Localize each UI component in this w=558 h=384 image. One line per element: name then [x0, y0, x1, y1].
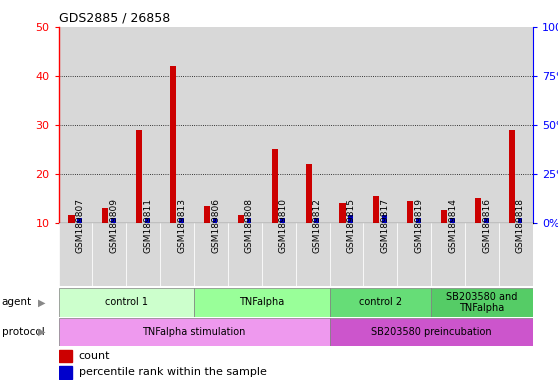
Text: GSM189819: GSM189819 [414, 199, 424, 253]
Bar [416, 218, 421, 223]
Text: TNFalpha stimulation: TNFalpha stimulation [142, 327, 246, 337]
Bar [102, 208, 108, 223]
Bar [306, 164, 312, 223]
Text: control 1: control 1 [105, 297, 148, 308]
Bar [339, 203, 345, 223]
Bar [465, 27, 499, 223]
Text: GSM189813: GSM189813 [177, 199, 186, 253]
Bar [431, 223, 465, 286]
Bar [93, 27, 126, 223]
Text: SB203580 and
TNFalpha: SB203580 and TNFalpha [446, 291, 518, 313]
Text: GSM189809: GSM189809 [109, 199, 118, 253]
Bar [484, 218, 488, 223]
Bar [330, 318, 533, 346]
Text: GSM189816: GSM189816 [482, 199, 491, 253]
Bar [77, 218, 82, 223]
Text: GSM189811: GSM189811 [143, 199, 152, 253]
Text: GSM189815: GSM189815 [347, 199, 355, 253]
Bar [93, 223, 126, 286]
Text: agent: agent [2, 297, 32, 308]
Bar [518, 218, 522, 223]
Bar [213, 218, 218, 223]
Bar [126, 27, 160, 223]
Bar [431, 288, 533, 317]
Bar [194, 223, 228, 286]
Bar [499, 223, 533, 286]
Bar [59, 223, 93, 286]
Bar [145, 218, 150, 223]
Bar [450, 218, 455, 223]
Text: control 2: control 2 [359, 297, 402, 308]
Bar [160, 27, 194, 223]
Bar [59, 288, 194, 317]
Bar [330, 288, 431, 317]
Bar [247, 218, 251, 223]
Bar [431, 27, 465, 223]
Bar [296, 27, 330, 223]
Text: GSM189814: GSM189814 [448, 199, 457, 253]
Bar [111, 218, 116, 223]
Bar [59, 366, 72, 379]
Bar [373, 196, 379, 223]
Bar [441, 210, 447, 223]
Bar [281, 218, 285, 223]
Bar [382, 215, 387, 223]
Text: GSM189806: GSM189806 [211, 199, 220, 253]
Bar [238, 215, 244, 223]
Bar [330, 223, 363, 286]
Bar [499, 27, 533, 223]
Text: TNFalpha: TNFalpha [239, 297, 285, 308]
Bar [262, 27, 296, 223]
Bar [194, 288, 330, 317]
Text: GSM189817: GSM189817 [381, 199, 389, 253]
Text: GSM189807: GSM189807 [75, 199, 84, 253]
Bar [228, 223, 262, 286]
Bar [465, 223, 499, 286]
Text: GSM189812: GSM189812 [312, 199, 321, 253]
Bar [228, 27, 262, 223]
Bar [262, 223, 296, 286]
Bar [330, 27, 363, 223]
Bar [363, 27, 397, 223]
Bar [59, 318, 330, 346]
Text: GSM189818: GSM189818 [516, 199, 525, 253]
Text: GSM189808: GSM189808 [245, 199, 254, 253]
Bar [314, 218, 319, 223]
Bar [475, 198, 481, 223]
Bar [407, 201, 413, 223]
Bar [397, 27, 431, 223]
Bar [509, 130, 515, 223]
Bar [204, 205, 210, 223]
Text: ▶: ▶ [38, 327, 45, 337]
Bar [160, 223, 194, 286]
Bar [126, 223, 160, 286]
Text: percentile rank within the sample: percentile rank within the sample [79, 367, 267, 377]
Bar [194, 27, 228, 223]
Bar [272, 149, 278, 223]
Text: protocol: protocol [2, 327, 45, 337]
Text: GDS2885 / 26858: GDS2885 / 26858 [59, 12, 170, 25]
Bar [296, 223, 330, 286]
Bar [348, 215, 353, 223]
Text: GSM189810: GSM189810 [279, 199, 288, 253]
Text: count: count [79, 351, 110, 361]
Text: SB203580 preincubation: SB203580 preincubation [371, 327, 492, 337]
Bar [136, 130, 142, 223]
Bar [363, 223, 397, 286]
Bar [397, 223, 431, 286]
Bar [170, 66, 176, 223]
Bar [179, 218, 184, 223]
Bar [69, 215, 75, 223]
Text: ▶: ▶ [38, 297, 45, 308]
Bar [59, 350, 72, 362]
Bar [59, 27, 93, 223]
